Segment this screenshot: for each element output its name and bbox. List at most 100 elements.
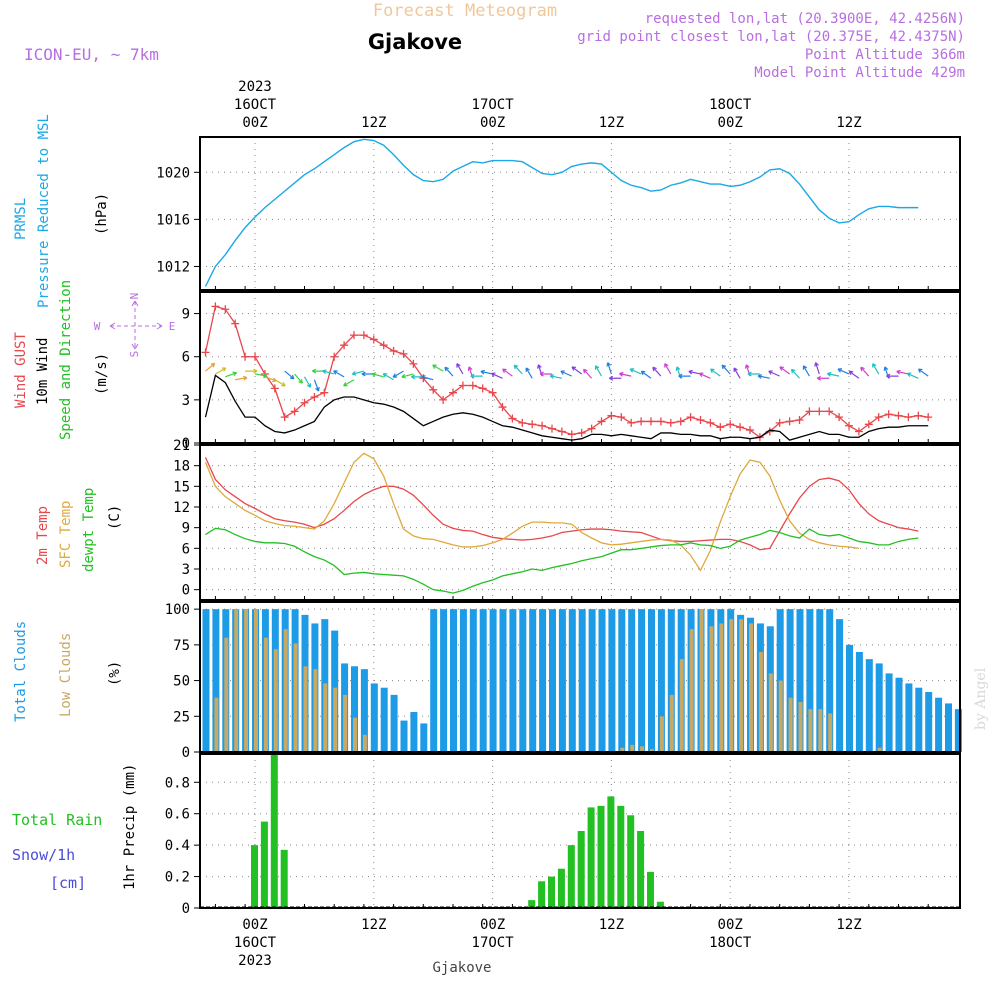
gust-marker [359,331,368,340]
total-cloud-bar [657,609,665,752]
gust-marker [280,413,289,422]
gust-marker [914,411,923,420]
total-cloud-bar [539,609,547,752]
label-prmsl: PRMSL [13,198,29,240]
wind-arrow [392,370,404,378]
total-cloud-bar [638,609,646,752]
low-cloud-bar [758,652,763,752]
gust-marker [320,388,329,397]
gust-line [204,305,929,439]
wind-arrow [303,376,312,388]
gust-marker [567,430,576,439]
label-ms: (m/s) [94,353,110,395]
wind-arrow [837,368,850,375]
y-tick-label: 25 [173,709,190,725]
panel-frame [199,444,961,601]
gust-marker [449,388,457,397]
total-cloud-bar [598,609,606,752]
label-speed-direction: Speed and Direction [58,280,74,440]
gust-marker [221,305,230,314]
gust-marker [488,388,497,397]
total-cloud-bar [925,692,933,752]
rain-bar [251,845,258,908]
rain-bar [548,876,555,908]
total-cloud-bar [499,609,507,752]
panel-frame [199,753,961,909]
label-total-clouds: Total Clouds [13,621,29,722]
low-cloud-bar [729,619,734,752]
wind-arrow [802,365,810,377]
low-cloud-bar [788,697,793,752]
gust-marker [637,417,646,426]
gust-marker [864,420,873,429]
wind-arrow [539,371,552,377]
gust-marker [369,335,378,344]
low-cloud-bar [224,637,229,752]
total-cloud-bar [212,609,220,752]
chart-title: Forecast Meteogram [373,1,557,21]
location-title: Gjakove [368,30,462,54]
total-cloud-bar [469,609,477,752]
low-cloud-bar [679,659,684,752]
gust-marker [587,424,596,433]
total-cloud-bar [529,609,537,752]
low-cloud-bar [768,673,773,752]
rain-bar [637,831,645,908]
gust-marker [666,418,675,427]
low-cloud-bar [778,680,783,752]
gust-marker [815,407,824,416]
wind-arrow [382,373,394,381]
wind-arrow [371,372,384,378]
gust-marker [350,331,358,340]
y-tick-label: 0 [182,583,190,599]
total-cloud-bar [489,609,497,752]
low-cloud-bar [244,609,249,752]
y-tick-label: 18 [173,459,190,475]
total-cloud-bar [558,609,566,752]
y-tick-label: 6 [182,541,190,557]
time-label-bottom: 12Z [599,917,624,933]
label-cm: [cm] [50,874,86,892]
total-cloud-bar [370,683,378,752]
wind-arrow [444,366,454,377]
wind-arrow [343,379,355,387]
total-cloud-bar [578,609,586,752]
total-cloud-bar [390,694,398,752]
gust-marker [726,420,735,429]
total-cloud-bar [895,677,903,752]
rain-bar [577,831,585,908]
time-label-top: 17OCT [472,97,515,113]
model-point-altitude: Model Point Altitude 429m [754,65,965,81]
wind-arrow [779,366,790,375]
gust-marker [884,410,893,419]
y-tick-label: 21 [173,438,190,454]
low-cloud-bar [669,694,674,752]
low-cloud-bar [689,629,694,752]
label-snow-1h: Snow/1h [12,846,75,864]
rain-bar [538,881,546,908]
rain-bar [557,868,565,908]
gust-marker [409,359,418,368]
y-tick-label: 0.2 [165,870,190,886]
wind-arrow [549,374,563,379]
total-cloud-bar [410,712,418,752]
model-label: ICON-EU, ~ 7km [24,45,159,64]
total-cloud-bar [549,609,556,752]
wind-arrow [906,372,919,379]
rain-bar [607,796,615,908]
gust-marker [251,352,259,361]
total-cloud-bar [430,609,438,752]
wind-arrow [848,370,860,379]
label-hpa: (hPa) [94,193,110,235]
gust-marker [518,418,527,427]
wind-arrow [513,364,523,375]
total-cloud-bar [648,609,655,752]
total-cloud-bar [420,723,428,752]
time-label-top: 00Z [242,115,267,131]
wind-arrow [491,372,503,379]
gust-marker [825,407,834,416]
gust-marker [795,415,804,424]
gust-marker [270,384,279,393]
wind-arrow [313,379,320,392]
wind-arrow [640,370,652,379]
